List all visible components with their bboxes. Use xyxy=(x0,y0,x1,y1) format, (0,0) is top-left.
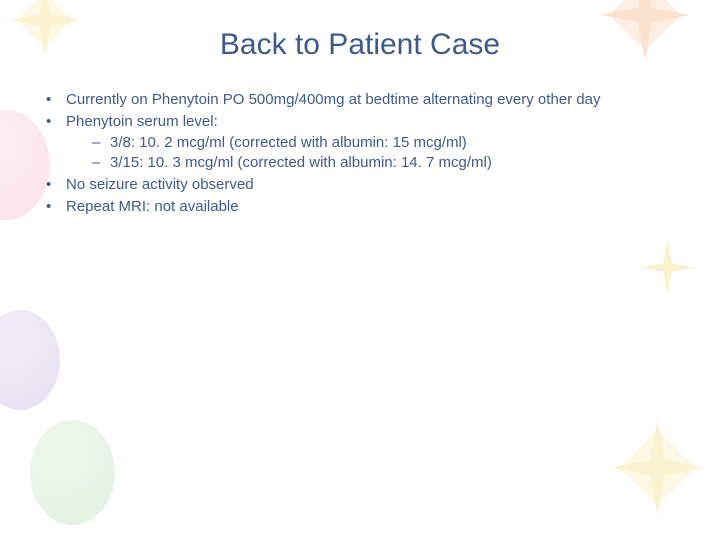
slide-content: Currently on Phenytoin PO 500mg/400mg at… xyxy=(0,90,720,218)
bullet-item: Currently on Phenytoin PO 500mg/400mg at… xyxy=(42,90,680,110)
starburst-yellow-mid-icon xyxy=(640,240,695,295)
sub-item: 3/8: 10. 2 mcg/ml (corrected with albumi… xyxy=(92,133,680,153)
bullet-item: No seizure activity observed xyxy=(42,175,680,195)
balloon-green-icon xyxy=(30,420,115,525)
sub-item: 3/15: 10. 3 mcg/ml (corrected with album… xyxy=(92,153,680,173)
starburst-yellow-br-icon xyxy=(610,420,705,515)
slide-title: Back to Patient Case xyxy=(0,0,720,90)
balloon-purple-icon xyxy=(0,310,60,410)
bullet-list: Currently on Phenytoin PO 500mg/400mg at… xyxy=(42,90,680,218)
sub-list: 3/8: 10. 2 mcg/ml (corrected with albumi… xyxy=(66,133,680,174)
bullet-item: Phenytoin serum level: 3/8: 10. 2 mcg/ml… xyxy=(42,112,680,173)
bullet-item: Repeat MRI: not available xyxy=(42,197,680,217)
bullet-text: Phenytoin serum level: xyxy=(66,113,218,130)
